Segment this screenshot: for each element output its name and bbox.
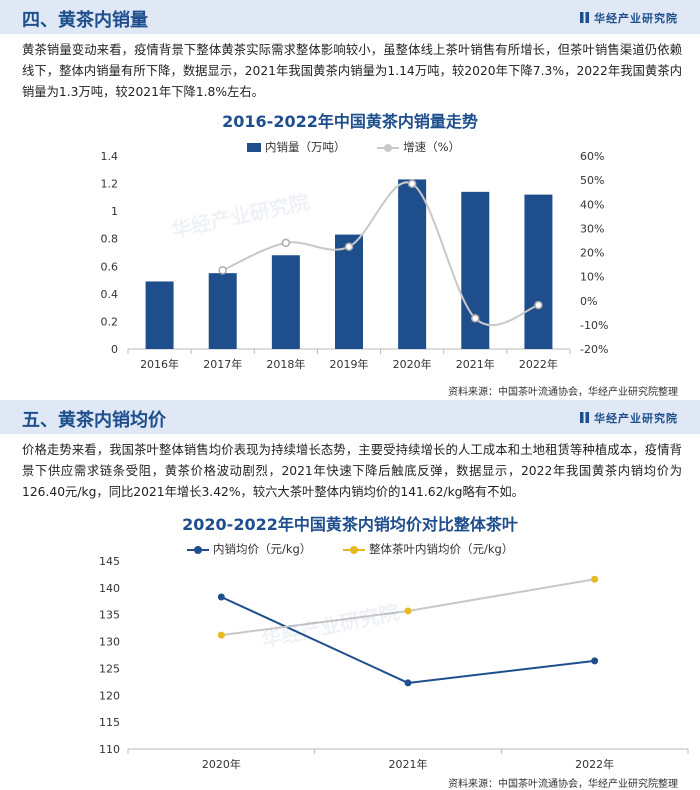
x-tick-label: 2017年 <box>203 357 242 371</box>
bar <box>335 234 363 349</box>
legend-overall-label: 整体茶叶内销均价（元/kg） <box>369 542 514 556</box>
legend-bar-swatch <box>247 143 261 152</box>
growth-point <box>471 314 480 323</box>
growth-point <box>534 300 543 310</box>
chart2-svg: 110 115 120 125 130 135 140 145 2020年 2021年 2022年 <box>99 555 689 771</box>
y-right-tick-label: 60% <box>580 150 604 163</box>
growth-line <box>222 181 539 326</box>
y-left-tick-label: 1.2 <box>101 178 119 191</box>
y-right-tick-label: 30% <box>580 222 604 235</box>
legend-item-price: 内销均价（元/kg） <box>187 541 311 557</box>
y-right-tick-label: 10% <box>580 271 604 284</box>
y-left-tick-label: 1.4 <box>101 150 119 163</box>
chart1-source: 资料来源：中国茶叶流通协会，华经产业研究院整理 <box>448 387 678 398</box>
section4-brand-text: 华经产业研究院 <box>594 12 678 25</box>
y-left-tick-label: 0 <box>111 343 118 356</box>
y-tick-label: 145 <box>99 555 120 568</box>
section5-header: 五、黄茶内销均价 华经产业研究院 <box>0 400 700 434</box>
series-point <box>217 593 225 601</box>
section5-brand-text: 华经产业研究院 <box>594 412 678 425</box>
legend-item-overall: 整体茶叶内销均价（元/kg） <box>343 541 513 557</box>
brand-logo-icon <box>580 412 589 423</box>
growth-point <box>407 179 417 188</box>
section5-title: 五、黄茶内销均价 <box>22 410 166 431</box>
chart2-source: 资料来源：中国茶叶流通协会，华经产业研究院整理 <box>448 779 678 790</box>
bar <box>271 255 300 349</box>
x-tick-label: 2016年 <box>140 357 179 371</box>
chart1-svg: 0 0.2 0.4 0.6 0.8 1 1.2 1.4 -20% -10% 0% 10% 20% 30% 4… <box>101 150 609 371</box>
y-right-tick-label: 20% <box>580 247 604 260</box>
section4-title: 四、黄茶内销量 <box>22 10 148 31</box>
legend-line-swatch <box>377 143 400 152</box>
x-tick-label: 2020年 <box>202 757 241 771</box>
legend-price-label: 内销均价（元/kg） <box>213 542 312 556</box>
legend-item-growth: 增速（%） <box>377 139 460 155</box>
x-tick-label: 2020年 <box>393 357 432 371</box>
bar <box>145 281 174 349</box>
x-tick-label: 2019年 <box>330 357 369 371</box>
y-left-tick-label: 0.6 <box>101 260 119 273</box>
y-right-tick-label: -10% <box>580 319 608 332</box>
x-tick-label: 2022年 <box>519 357 558 371</box>
y-right-tick-label: 0% <box>580 295 597 308</box>
y-tick-label: 110 <box>99 743 120 756</box>
legend-item-sales: 内销量（万吨） <box>247 139 346 155</box>
y-tick-label: 115 <box>99 716 120 729</box>
series-point <box>404 607 412 615</box>
x-tick-label: 2021年 <box>456 357 495 371</box>
y-right-tick-label: 40% <box>580 198 604 211</box>
bar <box>398 179 427 349</box>
section4-header: 四、黄茶内销量 华经产业研究院 <box>0 0 700 34</box>
bar <box>524 194 553 349</box>
series-point <box>591 575 599 583</box>
chart2-title: 2020-2022年中国黄茶内销均价对比整体茶叶 <box>182 515 518 534</box>
growth-point <box>218 266 227 275</box>
section4-brand: 华经产业研究院 <box>580 10 678 26</box>
series-point <box>217 631 225 639</box>
x-tick-label: 2021年 <box>389 757 428 771</box>
x-tick-label: 2018年 <box>266 357 305 371</box>
legend-sales-label: 内销量（万吨） <box>265 140 346 154</box>
section5-brand: 华经产业研究院 <box>580 410 678 426</box>
y-tick-label: 140 <box>99 582 120 595</box>
y-right-tick-label: -20% <box>580 343 608 356</box>
section4-paragraph: 黄茶销量变动来看，疫情背景下整体黄茶实际需求整体影响较小，虽整体线上茶叶销售有所… <box>22 43 682 99</box>
growth-point <box>344 242 354 251</box>
legend-price-swatch <box>187 545 209 554</box>
section5-paragraph: 价格走势来看，我国茶叶整体销售均价表现为持续增长态势，主要受持续增长的人工成本和… <box>22 443 682 499</box>
series-line <box>221 578 595 637</box>
chart1-title: 2016-2022年中国黄茶内销量走势 <box>222 112 478 131</box>
y-left-tick-label: 0.8 <box>101 233 119 246</box>
y-tick-label: 120 <box>99 689 120 702</box>
bar <box>208 273 237 349</box>
chart2-legend: 内销均价（元/kg） 整体茶叶内销均价（元/kg） <box>187 541 541 557</box>
legend-overall-swatch <box>343 545 365 554</box>
legend-growth-label: 增速（%） <box>403 140 461 154</box>
y-tick-label: 130 <box>99 636 120 649</box>
series-point <box>591 657 599 665</box>
y-left-tick-label: 1 <box>111 205 118 218</box>
y-tick-label: 135 <box>99 609 120 622</box>
growth-point <box>281 238 291 248</box>
brand-logo-icon <box>580 12 589 23</box>
y-tick-label: 125 <box>99 662 120 675</box>
y-left-tick-label: 0.4 <box>101 288 119 301</box>
series-point <box>404 679 412 687</box>
x-tick-label: 2022年 <box>575 757 614 771</box>
y-right-tick-label: 50% <box>580 174 604 187</box>
y-left-tick-label: 0.2 <box>101 315 119 328</box>
bar <box>461 191 490 349</box>
chart1-legend: 内销量（万吨） 增速（%） <box>247 139 488 155</box>
